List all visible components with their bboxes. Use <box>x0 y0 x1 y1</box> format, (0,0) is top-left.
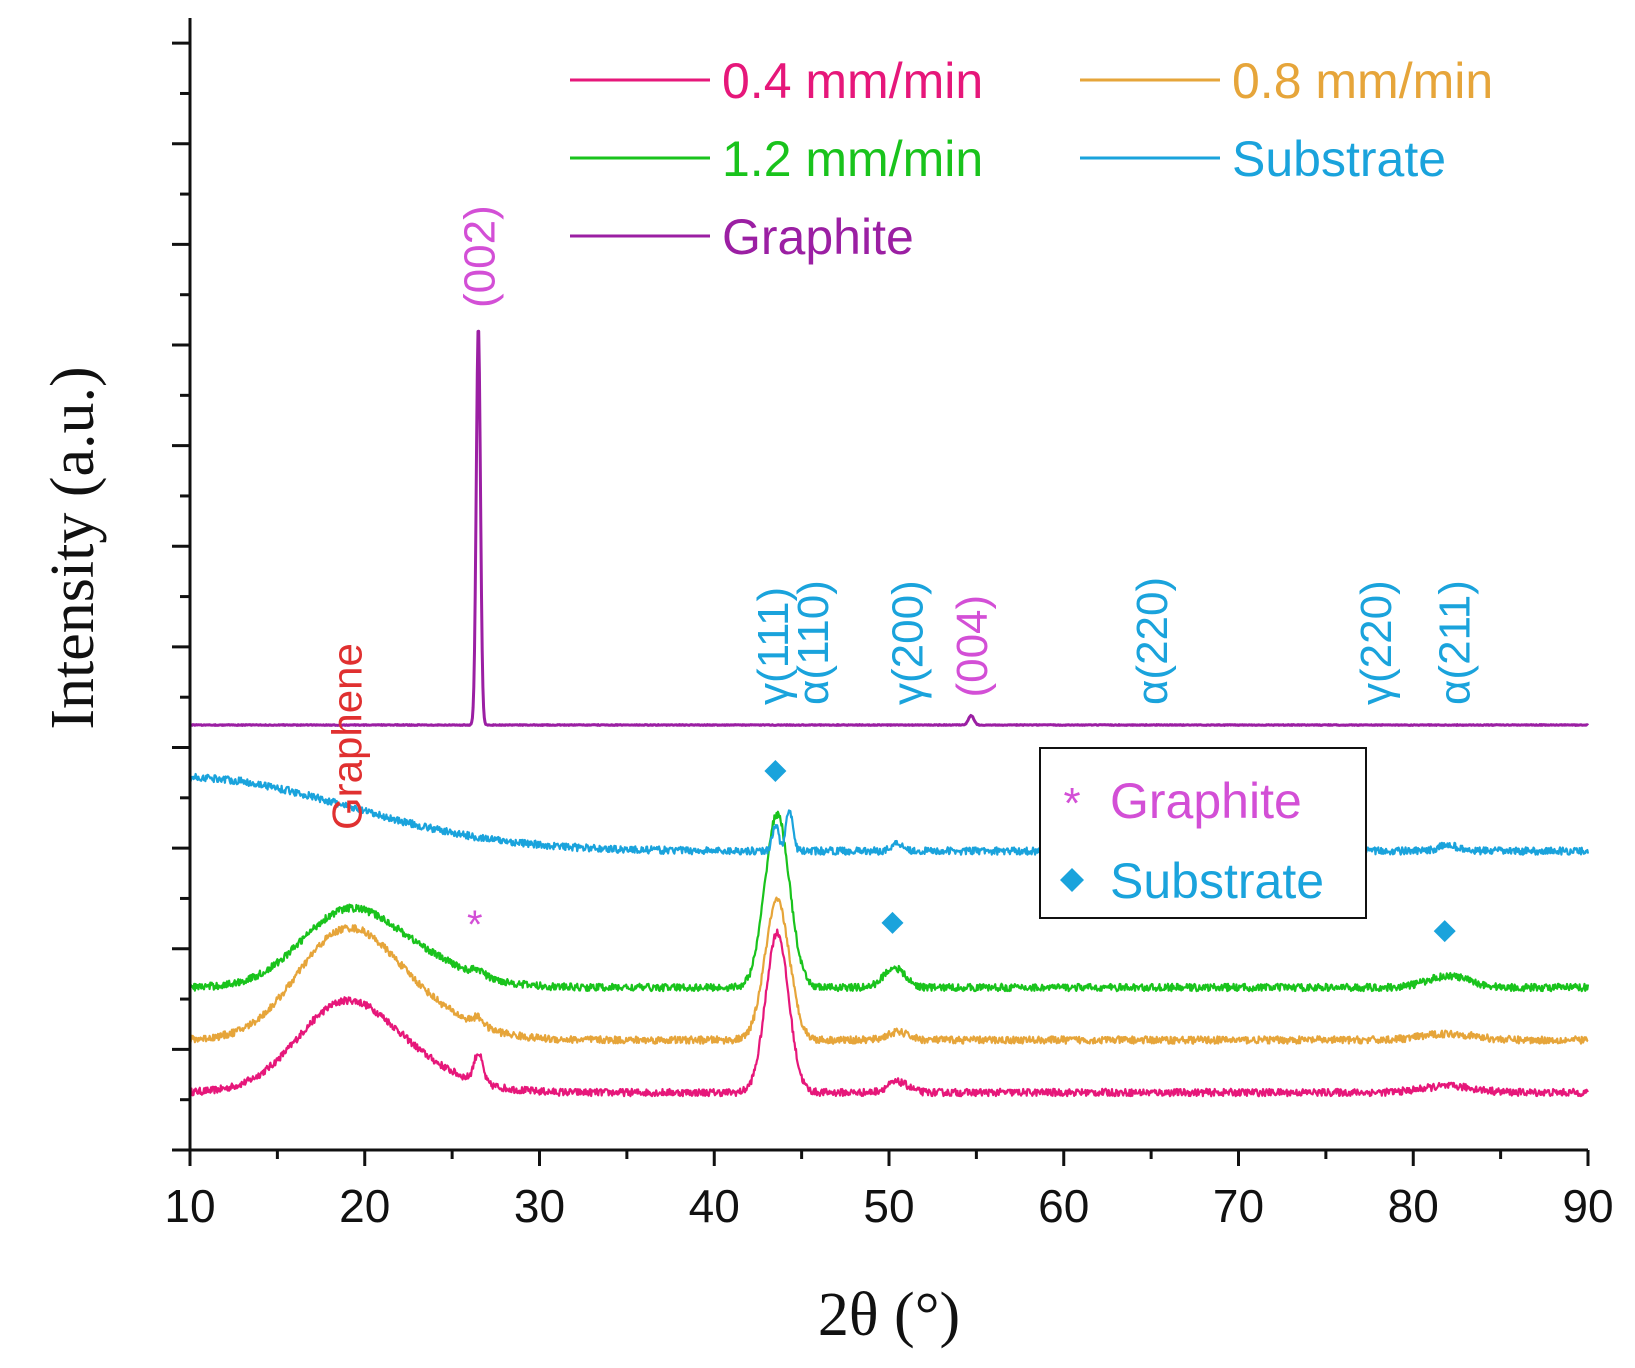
peak-label: γ(111) <box>749 587 798 705</box>
series-line-0-8-mm-min <box>189 896 1589 1045</box>
peak-label: α(110) <box>789 580 838 705</box>
legend-label: Graphite <box>722 209 914 265</box>
legend-label: 0.8 mm/min <box>1232 53 1493 109</box>
inset-legend-label: Substrate <box>1110 853 1324 909</box>
series-line-1-2-mm-min <box>188 810 1590 993</box>
substrate-marker <box>764 760 787 783</box>
series-lines <box>188 329 1590 1098</box>
inset-legend-box <box>1039 747 1367 919</box>
series-line-graphite <box>189 329 1590 727</box>
graphene-label: Graphene <box>323 643 370 830</box>
annotations: (002) (004) γ(111)α(110) γ(200) α(220) γ(220)… <box>323 205 1479 947</box>
y-axis-title: Intensity (a.u.) <box>39 366 107 729</box>
peak-label: γ(220) <box>1352 580 1401 705</box>
x-tick-label: 10 <box>164 1180 215 1232</box>
y-ticks <box>172 41 190 1152</box>
substrate-marker <box>1433 920 1456 943</box>
peak-label: (004) <box>948 595 997 698</box>
x-tick-label: 40 <box>689 1180 740 1232</box>
series-line-substrate <box>188 772 1590 856</box>
legend-label: Substrate <box>1232 131 1446 187</box>
peak-label: γ(200) <box>883 580 932 705</box>
series-line-0-4-mm-min <box>188 928 1589 1098</box>
inset-legend: * Graphite Substrate <box>1039 747 1367 919</box>
x-axis-title: 2θ (°) <box>818 1281 960 1349</box>
peak-label: (002) <box>455 205 504 308</box>
inset-legend-label: Graphite <box>1110 773 1302 829</box>
graphite-marker: * <box>467 903 483 947</box>
x-tick-label: 70 <box>1213 1180 1264 1232</box>
legend-label: 0.4 mm/min <box>722 53 983 109</box>
inset-legend-symbol <box>1060 868 1084 892</box>
legend-label: 1.2 mm/min <box>722 131 983 187</box>
x-tick-label: 60 <box>1038 1180 1089 1232</box>
x-ticks: 10 20 30 40 50 60 70 80 90 <box>164 1150 1614 1232</box>
inset-legend-symbol: * <box>1063 779 1080 828</box>
x-tick-label: 90 <box>1562 1180 1613 1232</box>
x-tick-label: 30 <box>514 1180 565 1232</box>
x-tick-label: 80 <box>1388 1180 1439 1232</box>
peak-label: α(220) <box>1128 577 1177 705</box>
peak-label: α(211) <box>1430 580 1479 705</box>
substrate-marker <box>881 911 904 934</box>
legend: 0.4 mm/min 0.8 mm/min 1.2 mm/min Substrate G… <box>570 53 1493 265</box>
x-tick-label: 50 <box>863 1180 914 1232</box>
x-tick-label: 20 <box>339 1180 390 1232</box>
